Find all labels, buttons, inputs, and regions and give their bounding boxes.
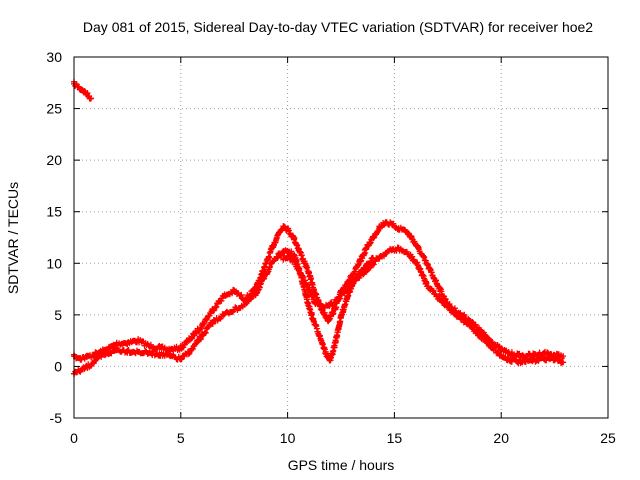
x-tick-label: 15: [387, 430, 403, 446]
data-series: [71, 78, 567, 377]
x-tick-label: 20: [493, 430, 509, 446]
y-tick-label: 20: [46, 152, 62, 168]
x-tick-label: 0: [70, 430, 78, 446]
x-tick-label: 10: [280, 430, 296, 446]
y-tick-label: -5: [50, 410, 63, 426]
chart-title: Day 081 of 2015, Sidereal Day-to-day VTE…: [83, 19, 593, 35]
plot-frame: [73, 56, 609, 419]
x-tick-label: 25: [600, 430, 616, 446]
y-tick-label: 15: [46, 204, 62, 220]
y-tick-label: 30: [46, 49, 62, 65]
axis-ticks: 0 5 10 15 20 25 -5 0 5 10 15 20 25 30: [46, 49, 616, 446]
x-axis-label: GPS time / hours: [288, 457, 395, 473]
y-tick-label: 0: [54, 358, 62, 374]
series-markers: [280, 252, 376, 312]
series-mid-trace: [280, 252, 377, 312]
x-tick-label: 5: [177, 430, 185, 446]
series-markers: [71, 244, 566, 377]
y-tick-label: 5: [54, 307, 62, 323]
series-lower-trace: [71, 244, 567, 377]
y-tick-label: 25: [46, 101, 62, 117]
y-tick-label: 10: [46, 255, 62, 271]
y-axis-label: SDTVAR / TECUs: [5, 182, 21, 294]
grid: [74, 57, 608, 418]
